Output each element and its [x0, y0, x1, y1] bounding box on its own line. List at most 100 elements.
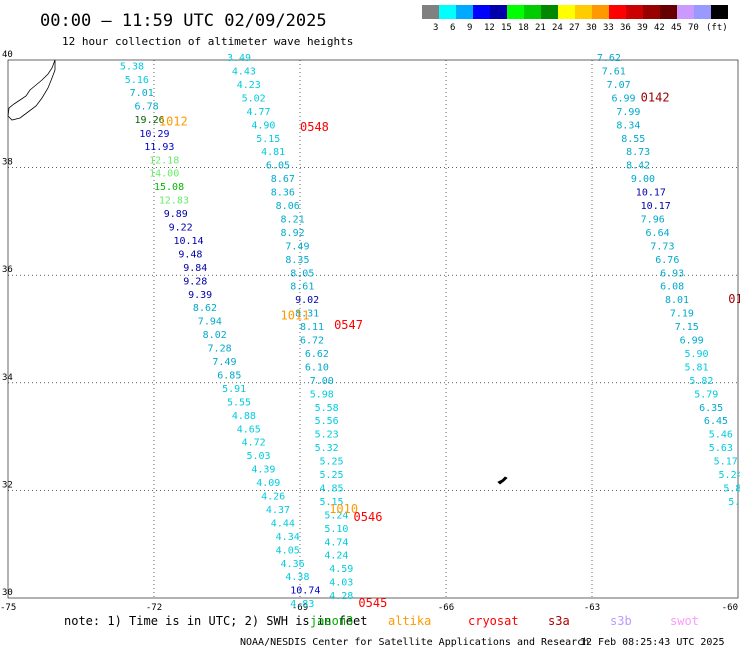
wave-height-value: 4.36 [281, 559, 305, 570]
legend-swatch [558, 5, 575, 19]
legend-tick-label: 15 [501, 23, 512, 33]
pass-time-label: 0142 [641, 90, 670, 104]
legend-swatch [677, 5, 694, 19]
map-frame: -75 -72 -69 -66 -63 -60 40 38 36 34 32 30 [0, 50, 739, 613]
wave-height-value: 12.83 [159, 196, 189, 207]
lat-tick-label: 34 [2, 373, 13, 383]
legend-tick-label: 21 [535, 23, 546, 33]
wave-height-value: 7.28 [208, 344, 232, 355]
legend-swatch [490, 5, 507, 19]
legend-unit: (ft) [706, 23, 728, 33]
coastline-shape [7, 59, 56, 121]
lon-tick-label: -69 [292, 603, 308, 613]
wave-height-value: 7.49 [285, 241, 309, 252]
wave-height-value: 5.63 [709, 443, 733, 454]
wave-height-value: 9.89 [164, 209, 188, 220]
legend-swatch [507, 5, 524, 19]
wave-height-value: 6.45 [704, 416, 728, 427]
wave-height-value: 5.55 [227, 397, 251, 408]
wave-height-value: 6.10 [305, 362, 329, 373]
wave-height-value: 7.15 [675, 322, 699, 333]
wave-height-value: 11.93 [144, 142, 174, 153]
wave-height-value: 5.98 [310, 389, 334, 400]
legend-tick-label: 6 [450, 23, 455, 33]
wave-height-value: 5.25 [319, 457, 343, 468]
wave-height-value: 7.07 [607, 80, 631, 91]
wave-height-value: 5.23 [315, 430, 339, 441]
legend-swatch [524, 5, 541, 19]
legend-tick-label: 33 [603, 23, 614, 33]
wave-height-value: 5.17 [714, 457, 738, 468]
wave-height-value: 5.91 [222, 384, 246, 395]
wave-height-value: 7.94 [198, 317, 222, 328]
wave-height-value: 7.49 [212, 357, 236, 368]
legend-swatch [592, 5, 609, 19]
wave-height-value: 5.02 [242, 93, 266, 104]
wave-height-value: 6.05 [266, 161, 290, 172]
legend-swatch [660, 5, 677, 19]
wave-height-points: 5.38 5.16 7.01 6.78 19.26 10.29 11.93 12.18 14.0… [120, 53, 740, 610]
wave-height-value: 5.46 [709, 430, 733, 441]
lat-tick-label: 36 [2, 265, 13, 275]
wave-height-value: 4.44 [271, 518, 295, 529]
wave-height-value: 9.48 [178, 249, 202, 260]
wave-height-value: 5.15 [319, 497, 343, 508]
wave-height-value: 12.18 [149, 155, 179, 166]
axis-ticks: -75 -72 -69 -66 -63 -60 40 38 36 34 32 30 [0, 50, 738, 613]
legend-tick-label: 24 [552, 23, 563, 33]
wave-height-value: 4.77 [246, 107, 270, 118]
pass-time-label: 0548 [300, 120, 329, 134]
wave-height-value: 5.24 [324, 510, 348, 521]
legend-tick-label: 18 [518, 23, 529, 33]
wave-height-value: 4.81 [261, 147, 285, 158]
wave-height-value: 5.15 [256, 134, 280, 145]
wave-height-value: 5.89 [723, 483, 740, 494]
wave-height-value: 8.34 [616, 120, 640, 131]
legend-swatch [473, 5, 490, 19]
lat-tick-label: 32 [2, 480, 13, 490]
wave-height-value: 5.24 [719, 470, 740, 481]
wave-height-value: 5.03 [246, 451, 270, 462]
legend-swatch [694, 5, 711, 19]
wave-height-value: 4.26 [261, 492, 285, 503]
wave-height-value: 7.19 [670, 309, 694, 320]
pass-time-label: 0141 [728, 292, 740, 306]
wave-height-value: 7.99 [616, 107, 640, 118]
legend-swatch [575, 5, 592, 19]
wave-height-value: 8.36 [271, 188, 295, 199]
pass-time-label: 1011 [281, 308, 310, 322]
wave-height-value: 8.02 [203, 330, 227, 341]
pass-time-label: 0546 [354, 510, 383, 524]
wave-height-value: 4.28 [329, 591, 353, 602]
wave-height-value: 8.35 [285, 255, 309, 266]
wave-height-value: 9.02 [295, 295, 319, 306]
wave-height-value: 4.03 [329, 578, 353, 589]
wave-height-value: 4.59 [329, 564, 353, 575]
legend-swatch [609, 5, 626, 19]
wave-height-value: 6.64 [646, 228, 670, 239]
wave-height-value: 8.05 [290, 268, 314, 279]
wave-height-value: 4.88 [232, 411, 256, 422]
wave-height-value: 8.92 [281, 228, 305, 239]
wave-height-value: 8.67 [271, 174, 295, 185]
legend-swatch [541, 5, 558, 19]
wave-height-value: 10.29 [139, 129, 169, 140]
wave-height-value: 10.14 [173, 236, 203, 247]
legend-swatch [711, 5, 728, 19]
wave-height-value: 6.35 [699, 403, 723, 414]
wave-height-value: 7.96 [641, 214, 665, 225]
wave-height-value: 4.74 [324, 537, 348, 548]
satellite-name: jason3 [310, 614, 353, 628]
wave-height-value: 5.81 [684, 362, 708, 373]
wave-height-value: 8.55 [621, 134, 645, 145]
wave-height-value: 10.74 [290, 586, 320, 597]
wave-height-value: 9.00 [631, 174, 655, 185]
legend-tick-label: 3 [433, 23, 438, 33]
legend-tick-label: 30 [586, 23, 597, 33]
legend-swatch [422, 5, 439, 19]
page-title: 00:00 – 11:59 UTC 02/09/2025 [40, 11, 327, 31]
wave-height-value: 5.38 [120, 62, 144, 73]
wave-height-value: 4.09 [256, 478, 280, 489]
wave-height-value: 3.49 [227, 53, 251, 64]
